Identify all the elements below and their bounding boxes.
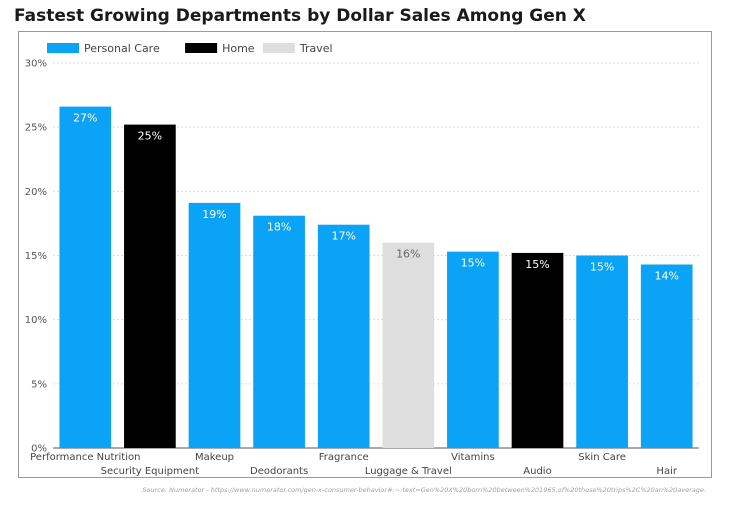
x-category-label: Fragrance bbox=[319, 452, 369, 463]
bar-chart: 0% 5% 10% 15% 20% 25% 30% 27% 25% 19% 18% 17% 16% 15… bbox=[25, 42, 699, 477]
x-category-label: Vitamins bbox=[451, 452, 495, 463]
legend-label: Personal Care bbox=[84, 42, 160, 55]
y-tick-label: 30% bbox=[25, 59, 47, 70]
x-category-label: Makeup bbox=[195, 452, 234, 463]
y-tick-label: 25% bbox=[25, 123, 47, 134]
source-note: Source: Numerator - https://www.numerato… bbox=[142, 486, 706, 494]
bar-data-label: 18% bbox=[267, 221, 291, 234]
bar[interactable] bbox=[59, 106, 112, 448]
y-tick-label: 10% bbox=[25, 315, 47, 326]
x-category-label: Audio bbox=[523, 466, 551, 477]
legend-swatch bbox=[262, 43, 295, 53]
bar[interactable] bbox=[317, 224, 370, 448]
y-tick-label: 0% bbox=[31, 444, 47, 455]
bar[interactable] bbox=[253, 215, 305, 448]
bar-data-label: 16% bbox=[396, 248, 420, 261]
x-axis-labels: Performance Nutrition Security Equipment M… bbox=[30, 452, 678, 477]
x-category-label: Deodorants bbox=[250, 466, 308, 477]
bar-data-label: 27% bbox=[73, 112, 97, 125]
legend-swatch bbox=[185, 43, 218, 53]
legend-label: Travel bbox=[299, 42, 333, 55]
chart-title: Fastest Growing Departments by Dollar Sa… bbox=[14, 6, 586, 26]
legend: Personal Care Home Travel bbox=[47, 42, 333, 55]
bar-data-label: 17% bbox=[331, 230, 355, 243]
bar-data-label: 14% bbox=[654, 269, 678, 282]
bar[interactable] bbox=[640, 264, 693, 448]
bar-data-label: 19% bbox=[202, 208, 226, 221]
y-tick-label: 15% bbox=[25, 251, 47, 262]
legend-swatch bbox=[47, 43, 79, 53]
legend-label: Home bbox=[222, 42, 255, 55]
bar-data-label: 25% bbox=[138, 130, 162, 143]
bar[interactable] bbox=[382, 242, 435, 448]
bar-data-label: 15% bbox=[525, 258, 549, 271]
bar[interactable] bbox=[447, 251, 499, 448]
bars: 27% 25% 19% 18% 17% 16% 15% 15% 15% 14% bbox=[59, 106, 693, 449]
x-category-label: Luggage & Travel bbox=[365, 466, 452, 477]
chart-frame: 0% 5% 10% 15% 20% 25% 30% 27% 25% 19% 18% 17% 16% 15… bbox=[18, 31, 712, 478]
x-category-label: Performance Nutrition bbox=[30, 452, 140, 463]
bar-data-label: 15% bbox=[590, 261, 614, 274]
bar[interactable] bbox=[188, 202, 241, 448]
x-category-label: Skin Care bbox=[578, 452, 626, 463]
y-tick-label: 5% bbox=[31, 379, 47, 390]
x-category-label: Security Equipment bbox=[101, 466, 200, 477]
x-category-label: Hair bbox=[656, 466, 677, 477]
bar[interactable] bbox=[576, 255, 628, 449]
bar[interactable] bbox=[511, 252, 564, 448]
bar[interactable] bbox=[124, 124, 176, 448]
y-tick-label: 20% bbox=[25, 187, 47, 198]
bar-data-label: 15% bbox=[461, 257, 485, 270]
y-axis: 0% 5% 10% 15% 20% 25% 30% bbox=[25, 59, 47, 455]
